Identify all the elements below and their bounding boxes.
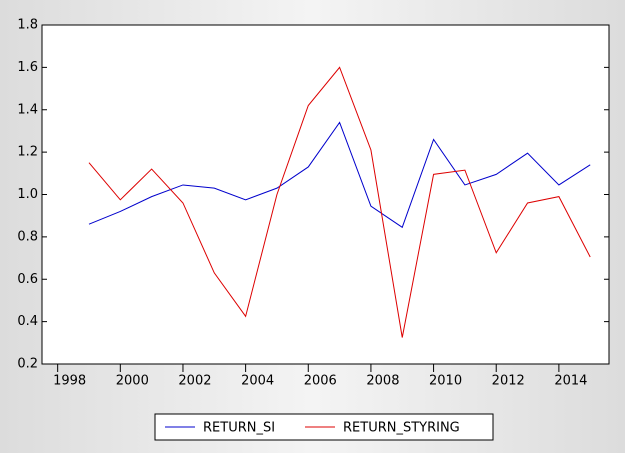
y-tick-label: 1.0 <box>17 187 38 202</box>
y-tick-label: 1.4 <box>17 102 38 117</box>
plot-area <box>41 24 610 365</box>
y-tick-label: 0.4 <box>17 314 38 329</box>
y-tick-label: 1.2 <box>17 145 38 160</box>
legend-label: RETURN_STYRING <box>343 421 460 436</box>
x-tick-label: 1998 <box>53 374 86 389</box>
line-series <box>88 121 591 229</box>
legend-label: RETURN_SI <box>203 421 275 436</box>
x-tick-label: 2004 <box>241 374 274 389</box>
y-tick-label: 0.2 <box>17 357 38 372</box>
x-tick-label: 2002 <box>178 374 211 389</box>
x-tick-label: 2000 <box>116 374 149 389</box>
x-tick-label: 2008 <box>366 374 399 389</box>
x-tick-label: 2014 <box>554 374 587 389</box>
y-tick-label: 1.6 <box>17 60 38 75</box>
y-tick-label: 1.8 <box>17 18 38 33</box>
x-tick-label: 2012 <box>492 374 525 389</box>
y-tick-label: 0.8 <box>17 229 38 244</box>
x-tick-label: 2006 <box>304 374 337 389</box>
y-tick-label: 0.6 <box>17 272 38 287</box>
x-tick-label: 2010 <box>429 374 462 389</box>
line-series <box>88 66 591 338</box>
